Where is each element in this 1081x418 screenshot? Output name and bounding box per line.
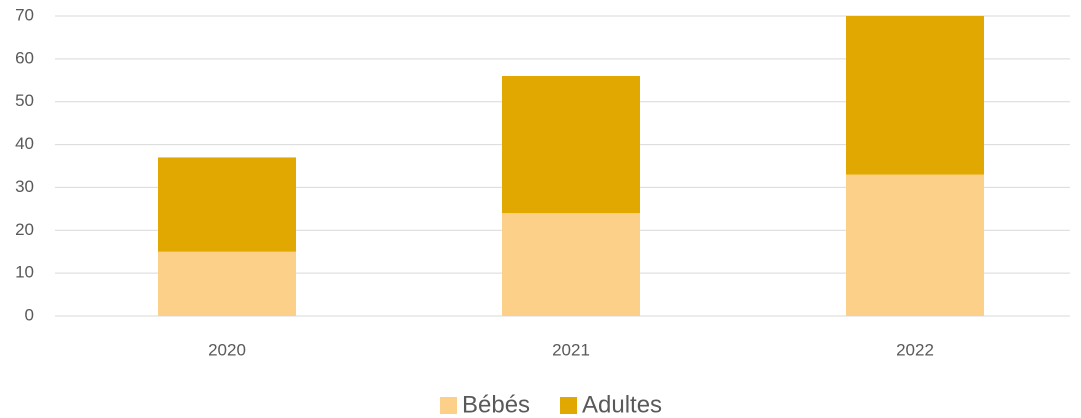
bar-segment — [846, 174, 984, 316]
y-tick-label: 70 — [15, 5, 34, 24]
x-tick-label: 2022 — [896, 340, 934, 359]
y-tick-label: 10 — [15, 263, 34, 282]
bar-segment — [502, 76, 640, 214]
bar-segment — [502, 213, 640, 316]
y-tick-label: 0 — [25, 305, 34, 324]
bar-segment — [158, 157, 296, 252]
y-tick-label: 20 — [15, 220, 34, 239]
legend-swatch — [440, 397, 457, 414]
y-tick-label: 40 — [15, 134, 34, 153]
y-tick-label: 60 — [15, 48, 34, 67]
legend-swatch — [560, 397, 577, 414]
y-tick-label: 50 — [15, 91, 34, 110]
legend-label: Adultes — [582, 391, 662, 418]
y-tick-label: 30 — [15, 177, 34, 196]
x-tick-label: 2021 — [552, 340, 590, 359]
bar-segment — [846, 16, 984, 175]
bar-segment — [158, 251, 296, 316]
x-tick-label: 2020 — [208, 340, 246, 359]
legend-label: Bébés — [462, 391, 530, 418]
